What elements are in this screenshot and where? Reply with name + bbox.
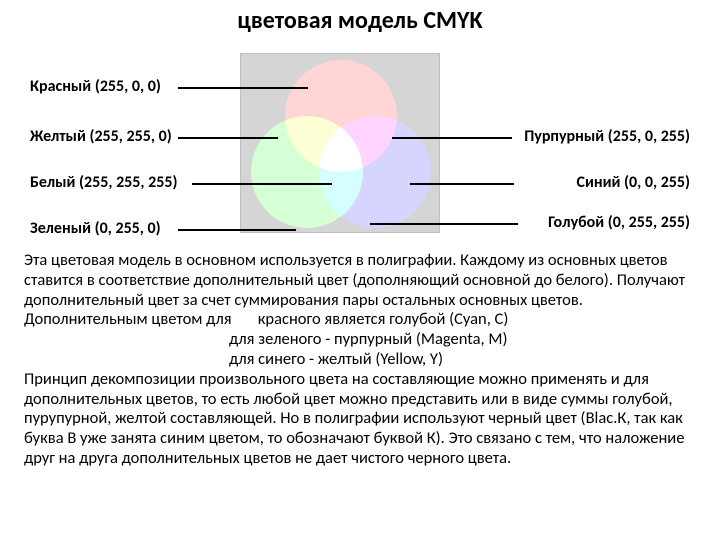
pointer-line — [392, 137, 512, 139]
comp-line-1: для зеленого - пурпурный (Magenta, M) — [24, 330, 696, 350]
comp-line-2: для синего - желтый (Yellow, Y) — [24, 350, 696, 370]
comp-line-0: Дополнительным цветом для красного являе… — [24, 310, 696, 330]
label-yellow: Желтый (255, 255, 0) — [30, 127, 172, 146]
pointer-line — [370, 223, 518, 225]
label-red: Красный (255, 0, 0) — [30, 77, 161, 96]
page-title: цветовая модель CMYK — [0, 0, 720, 35]
diagram-area: Красный (255, 0, 0) Желтый (255, 255, 0)… — [0, 35, 720, 245]
pointer-line — [410, 183, 514, 185]
pointer-line — [178, 87, 308, 89]
label-magenta: Пурпурный (255, 0, 255) — [524, 127, 690, 146]
paragraph-2: Принцип декомпозиции произвольного цвета… — [24, 370, 696, 469]
label-blue: Синий (0, 0, 255) — [576, 173, 690, 192]
label-white: Белый (255, 255, 255) — [30, 173, 177, 192]
venn-diagram — [240, 53, 440, 233]
pointer-line — [192, 183, 332, 185]
body-text: Эта цветовая модель в основном используе… — [0, 245, 720, 469]
comp-intro: Дополнительным цветом для — [24, 309, 232, 329]
paragraph-1: Эта цветовая модель в основном используе… — [24, 251, 696, 310]
label-cyan: Голубой (0, 255, 255) — [548, 213, 690, 232]
center-white — [327, 142, 355, 168]
comp-red: красного является голубой (Cyan, C) — [258, 309, 509, 329]
circle-blue — [319, 116, 431, 228]
pointer-line — [178, 137, 278, 139]
label-green: Зеленый (0, 255, 0) — [30, 219, 161, 238]
pointer-line — [178, 229, 296, 231]
